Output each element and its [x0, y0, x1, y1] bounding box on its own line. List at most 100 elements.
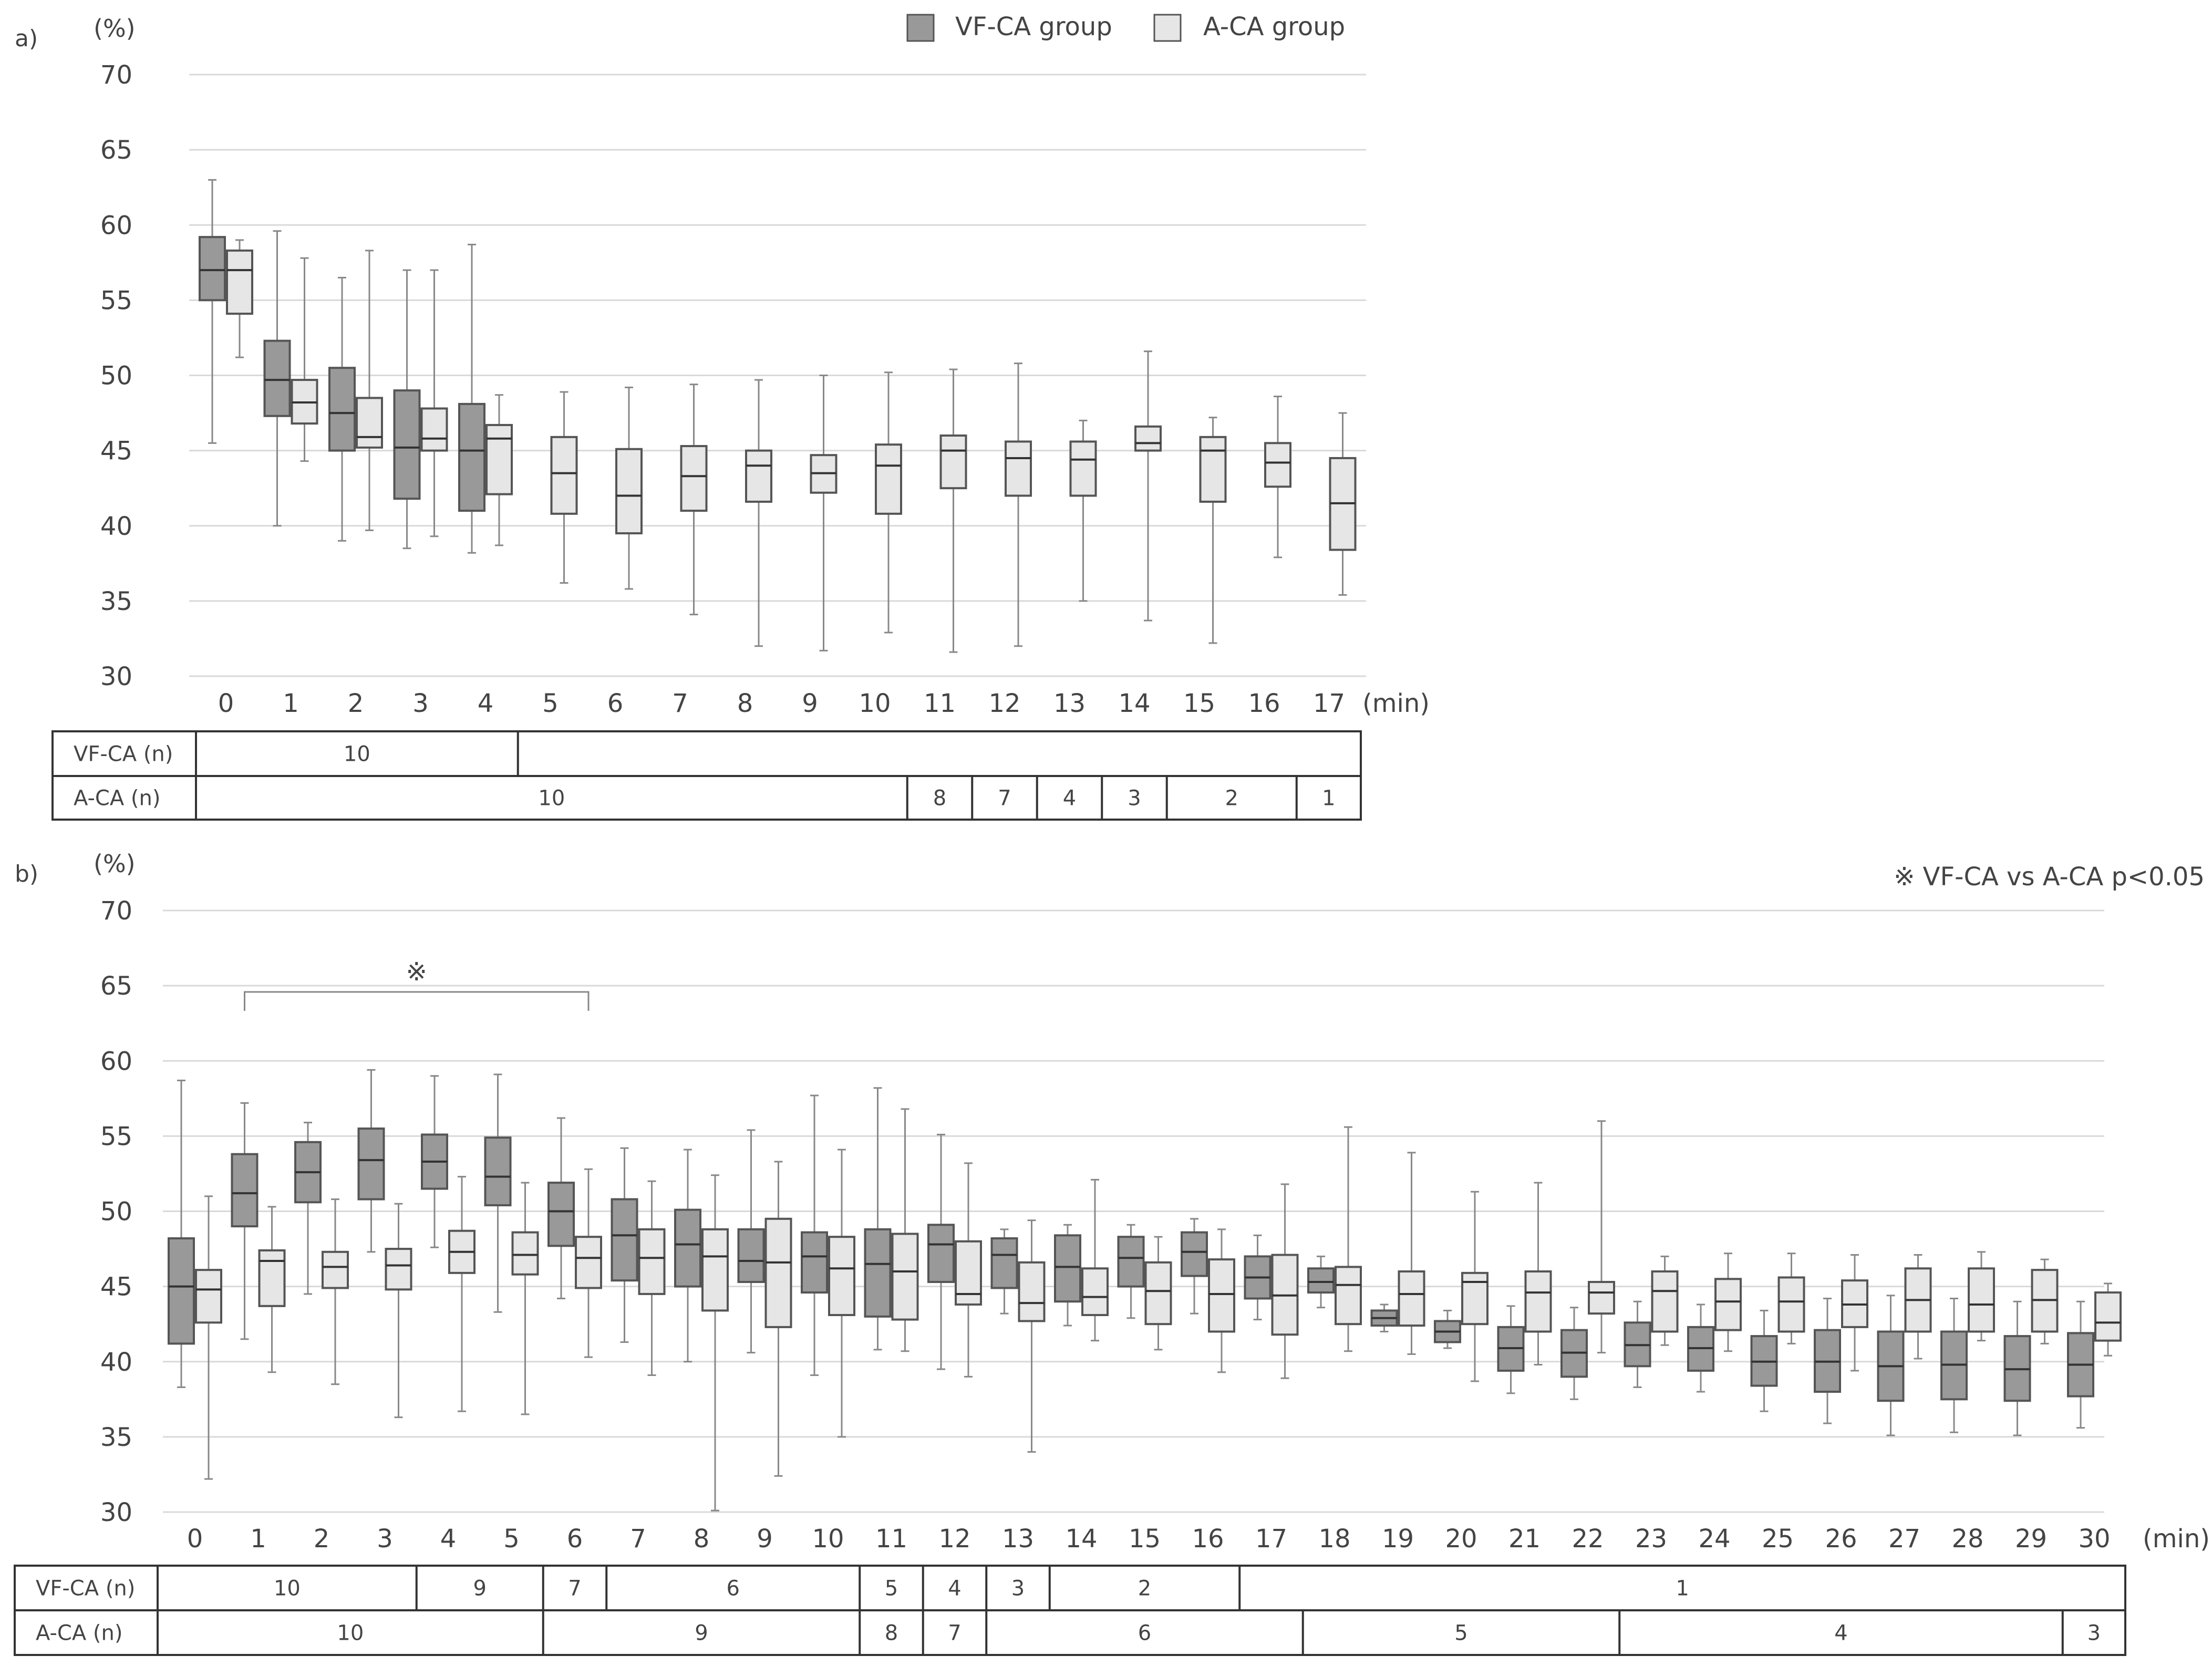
iqr-box: [168, 1237, 195, 1345]
vf-ca-box: [990, 1228, 1018, 1315]
iqr-box: [674, 1208, 701, 1288]
x-tick-label: 10: [812, 1524, 844, 1554]
y-tick-label: 60: [100, 211, 132, 240]
a-ca-box: [701, 1174, 729, 1512]
legend: VF-CA group A-CA group: [906, 12, 1345, 42]
a-ca-box: [2031, 1258, 2059, 1344]
x-tick-label: 6: [567, 1524, 583, 1554]
iqr-box: [990, 1237, 1018, 1289]
vf-ca-box: [328, 276, 356, 542]
a-ca-box: [764, 1161, 792, 1477]
a-ca-box: [1208, 1228, 1235, 1373]
x-tick-label: 0: [187, 1524, 203, 1554]
a-ca-box: [1144, 1236, 1172, 1351]
x-tick-label: 14: [1118, 689, 1150, 718]
vf-ca-box: [1940, 1298, 1968, 1433]
iqr-box: [328, 367, 356, 452]
a-ca-box: [1968, 1251, 1995, 1342]
vf-ca-box: [458, 243, 485, 554]
panel-b-boxes: [168, 1069, 2122, 1512]
y-tick-label: 55: [100, 286, 132, 315]
a-ca-box: [875, 371, 902, 634]
vf-ca-box: [484, 1073, 512, 1313]
table-cell-value: 10: [337, 1621, 364, 1646]
iqr-box: [875, 443, 902, 515]
vf-ca-box: [1497, 1305, 1525, 1394]
x-tick-label: 2: [314, 1524, 330, 1554]
a-ca-box: [258, 1206, 286, 1373]
iqr-box: [828, 1236, 855, 1317]
vf-ca-box: [1687, 1303, 1714, 1393]
panel-b: b) (%) ※ VF-CA vs A-CA p<0.05 (min) 3035…: [14, 850, 2210, 1656]
x-tick-label: 3: [412, 689, 429, 718]
x-tick-label: 17: [1313, 689, 1345, 718]
table-cell-value: 5: [1454, 1621, 1467, 1646]
a-ca-box: [1335, 1126, 1362, 1352]
bracket-line: [244, 991, 590, 1011]
a-ca-box: [1018, 1219, 1046, 1453]
x-tick-label: 26: [1825, 1524, 1857, 1554]
a-ca-box: [195, 1195, 222, 1480]
y-tick-label: 35: [100, 587, 132, 616]
a-ca-box: [1398, 1152, 1425, 1355]
vf-ca-box: [547, 1117, 575, 1300]
iqr-box: [1264, 442, 1291, 488]
table-cell-value: 5: [885, 1577, 898, 1601]
iqr-box: [1199, 436, 1227, 503]
panel-a-gridlines: [189, 74, 1366, 677]
vf-ca-box: [1307, 1255, 1335, 1309]
iqr-box: [955, 1240, 982, 1306]
iqr-box: [615, 448, 643, 535]
iqr-box: [393, 389, 421, 500]
a-ca-box: [1329, 412, 1357, 596]
vf-ca-box: [393, 269, 421, 550]
vf-ca-box: [801, 1094, 828, 1377]
x-tick-label: 18: [1318, 1524, 1350, 1554]
vf-ca-box: [1750, 1309, 1778, 1412]
iqr-box: [226, 249, 253, 315]
a-ca-box: [485, 394, 513, 546]
iqr-box: [939, 434, 967, 490]
x-tick-label: 5: [503, 1524, 520, 1554]
table-cell-value: 4: [1834, 1621, 1847, 1646]
vf-ca-box: [1181, 1218, 1208, 1315]
panel-a-y-axis: 30 35 40 45 50 55 60 65 70: [100, 60, 132, 691]
panel-a-boxes: [199, 179, 1357, 653]
y-tick-label: 70: [100, 60, 132, 90]
a-ca-box: [955, 1162, 982, 1378]
panel-b-y-axis: 30 35 40 45 50 55 60 65 70: [100, 896, 132, 1527]
y-tick-label: 45: [100, 437, 132, 466]
iqr-box: [199, 236, 226, 302]
iqr-box: [357, 1127, 385, 1201]
table-cell-value: 7: [568, 1577, 581, 1601]
iqr-box: [2094, 1291, 2122, 1342]
x-tick-label: 1: [283, 689, 299, 718]
a-ca-box: [1904, 1254, 1932, 1360]
iqr-box: [322, 1250, 349, 1289]
a-ca-box: [1069, 419, 1097, 602]
significance-bracket: ※: [244, 957, 590, 1011]
iqr-box: [1208, 1258, 1235, 1333]
iqr-box: [511, 1231, 539, 1276]
a-ca-box: [1264, 396, 1291, 558]
y-tick-label: 50: [100, 361, 132, 391]
a-ca-box: [511, 1182, 539, 1415]
a-ca-box: [1199, 417, 1227, 644]
vf-ca-box: [674, 1148, 701, 1363]
vf-ca-box: [294, 1122, 322, 1295]
table-row-label: A-CA (n): [74, 787, 161, 811]
table-cell-value: 6: [727, 1577, 740, 1601]
x-tick-label: 1: [250, 1524, 266, 1554]
iqr-box: [1461, 1271, 1489, 1326]
x-tick-label: 15: [1129, 1524, 1161, 1554]
x-tick-label: 28: [1951, 1524, 1983, 1554]
vf-ca-box: [231, 1102, 259, 1340]
x-tick-label: 16: [1248, 689, 1280, 718]
x-tick-label: 27: [1888, 1524, 1920, 1554]
x-tick-label: 9: [757, 1524, 773, 1554]
iqr-box: [195, 1269, 222, 1324]
vf-ca-box: [1877, 1295, 1905, 1436]
iqr-box: [1777, 1276, 1805, 1333]
y-tick-label: 50: [100, 1197, 132, 1227]
iqr-box: [420, 407, 448, 452]
